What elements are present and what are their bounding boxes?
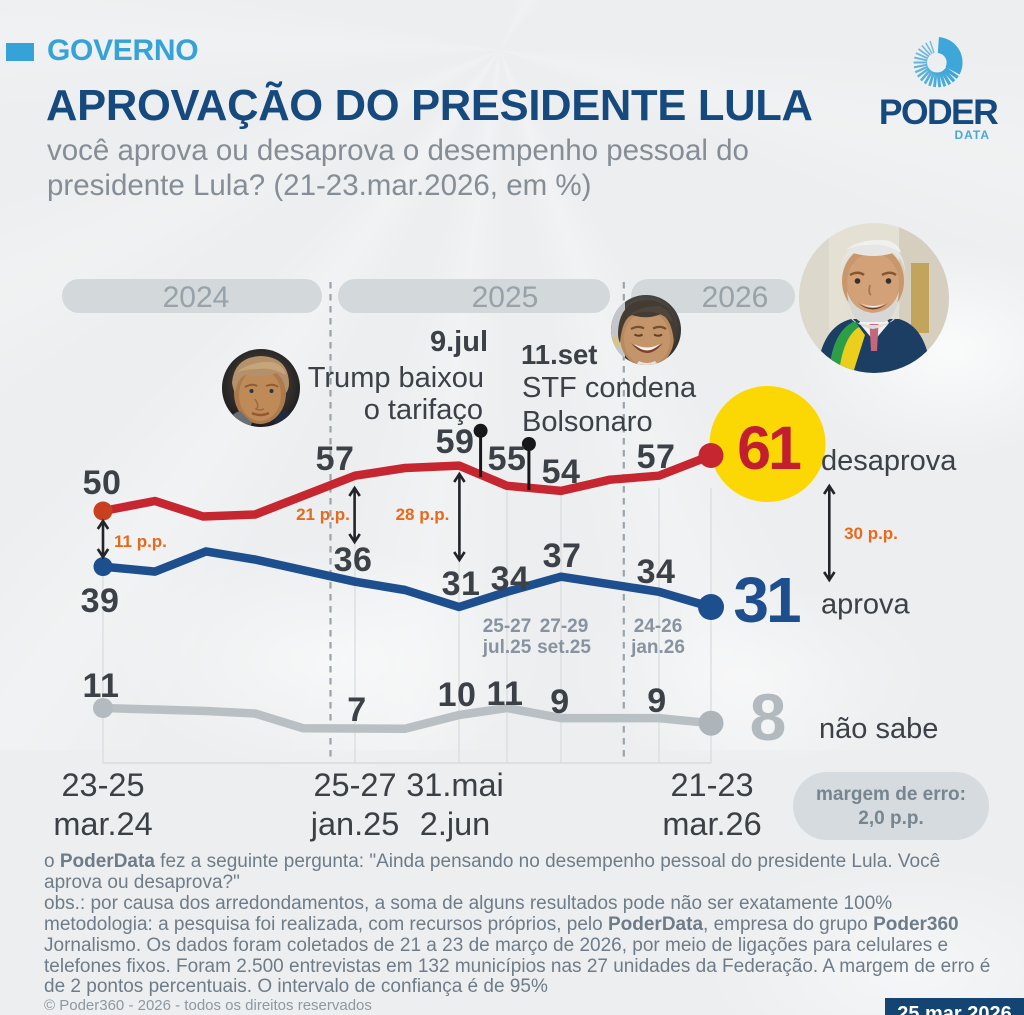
- svg-text:2024: 2024: [163, 281, 230, 314]
- svg-text:55: 55: [488, 440, 527, 478]
- svg-text:2.jun: 2.jun: [420, 806, 490, 842]
- svg-text:2026: 2026: [702, 281, 769, 314]
- svg-text:36: 36: [334, 541, 373, 579]
- svg-text:27-29: 27-29: [540, 616, 589, 637]
- svg-text:11.set: 11.set: [521, 339, 597, 370]
- svg-text:34: 34: [637, 553, 676, 591]
- svg-text:9: 9: [647, 682, 666, 720]
- svg-text:61: 61: [737, 414, 801, 482]
- svg-text:desaprova: desaprova: [821, 445, 957, 477]
- svg-text:aprova: aprova: [821, 589, 911, 621]
- svg-text:25-27: 25-27: [313, 767, 396, 803]
- svg-text:31: 31: [733, 564, 800, 636]
- svg-text:mar.26: mar.26: [662, 806, 761, 842]
- svg-text:25-27: 25-27: [483, 616, 532, 637]
- svg-text:31.mai: 31.mai: [406, 767, 504, 803]
- svg-text:54: 54: [542, 453, 581, 491]
- svg-text:DATA: DATA: [954, 128, 990, 142]
- svg-text:11: 11: [487, 675, 524, 713]
- svg-text:28 p.p.: 28 p.p.: [396, 505, 450, 524]
- svg-text:30 p.p.: 30 p.p.: [844, 524, 898, 543]
- svg-text:10: 10: [438, 676, 477, 714]
- svg-text:50: 50: [83, 464, 122, 502]
- svg-text:jan.26: jan.26: [630, 637, 685, 658]
- svg-text:24-26: 24-26: [634, 616, 683, 637]
- svg-text:mar.24: mar.24: [53, 806, 152, 842]
- svg-text:9: 9: [550, 683, 569, 721]
- svg-text:2025: 2025: [472, 281, 539, 314]
- svg-text:23-25: 23-25: [61, 767, 144, 803]
- svg-text:31: 31: [442, 565, 481, 603]
- svg-text:7: 7: [347, 691, 366, 729]
- svg-text:o tarifaço: o tarifaço: [364, 394, 483, 426]
- svg-text:PODER: PODER: [879, 92, 998, 132]
- svg-text:57: 57: [316, 440, 355, 478]
- svg-text:8: 8: [750, 680, 787, 754]
- svg-text:não sabe: não sabe: [819, 713, 938, 745]
- svg-text:Bolsonaro: Bolsonaro: [522, 406, 653, 438]
- svg-text:59: 59: [436, 423, 475, 461]
- svg-text:Trump baixou: Trump baixou: [308, 362, 484, 394]
- svg-text:11: 11: [83, 667, 120, 705]
- svg-text:57: 57: [637, 438, 676, 476]
- svg-text:11 p.p.: 11 p.p.: [114, 532, 167, 551]
- svg-text:21-23: 21-23: [670, 767, 753, 803]
- svg-text:37: 37: [543, 537, 582, 575]
- svg-text:9.jul: 9.jul: [430, 326, 488, 358]
- svg-text:39: 39: [81, 582, 120, 620]
- svg-text:34: 34: [491, 560, 530, 598]
- svg-text:jan.25: jan.25: [310, 806, 400, 842]
- svg-text:set.25: set.25: [537, 637, 591, 658]
- svg-text:jul.25: jul.25: [482, 637, 532, 658]
- svg-text:21 p.p.: 21 p.p.: [296, 505, 350, 524]
- svg-text:STF condena: STF condena: [522, 372, 697, 404]
